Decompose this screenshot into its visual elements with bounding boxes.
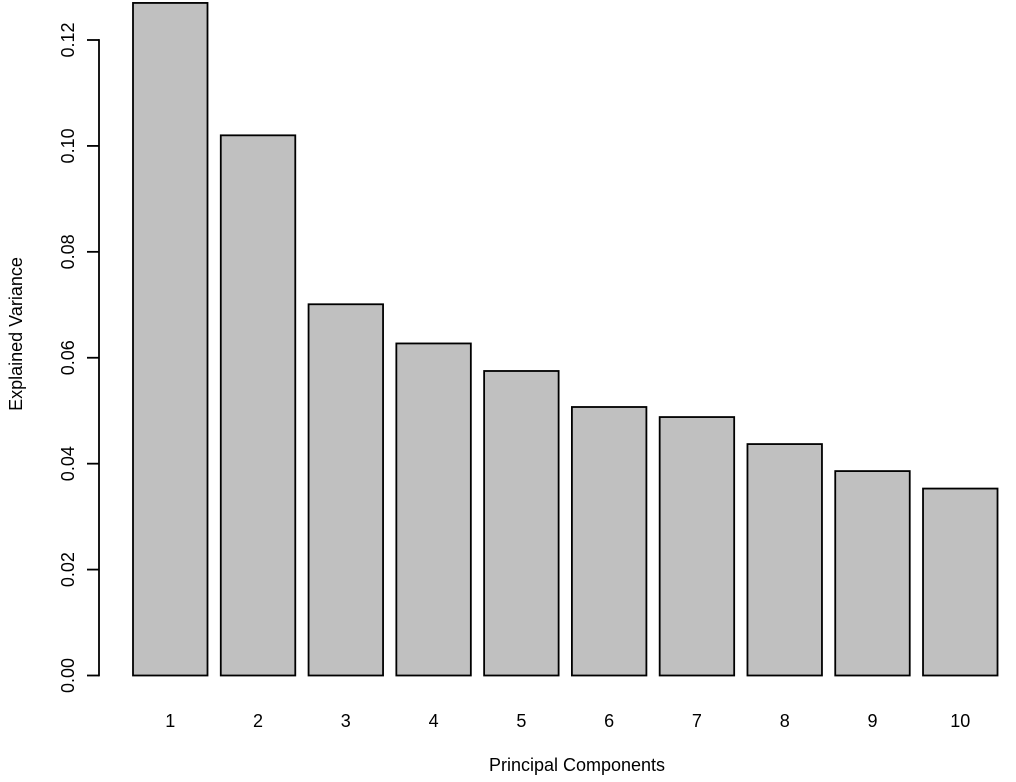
- y-tick-label: 0.04: [58, 446, 78, 481]
- x-category-label: 5: [516, 711, 526, 731]
- bar-pc-3: [307, 303, 384, 677]
- bar-pc-8: [746, 443, 823, 677]
- x-axis-title: Principal Components: [489, 755, 665, 775]
- bar-pc-1: [132, 2, 209, 677]
- y-axis-title: Explained Variance: [6, 257, 26, 411]
- bar-pc-2: [219, 134, 297, 677]
- x-category-label: 4: [429, 711, 439, 731]
- x-category-label: 1: [165, 711, 175, 731]
- x-category-label: 10: [950, 711, 970, 731]
- bar-pc-9: [834, 470, 911, 677]
- x-category-label: 2: [253, 711, 263, 731]
- bar-pc-6: [571, 406, 648, 677]
- y-tick-label: 0.06: [58, 340, 78, 375]
- y-tick-label: 0.02: [58, 552, 78, 587]
- chart-layer: 0.00 0.02 0.04 0.06 0.08 0.10 0.12 1 2 3 4 5 6 7 8 9 10: [58, 2, 999, 731]
- bar-pc-4: [395, 342, 472, 677]
- y-tick-label: 0.12: [58, 22, 78, 57]
- bar-pc-10: [922, 487, 999, 677]
- bar-pc-5: [483, 370, 560, 677]
- x-category-label: 8: [780, 711, 790, 731]
- x-category-label: 7: [692, 711, 702, 731]
- y-tick-label: 0.08: [58, 234, 78, 269]
- y-tick-label: 0.10: [58, 128, 78, 163]
- y-tick-label: 0.00: [58, 658, 78, 693]
- x-category-label: 9: [867, 711, 877, 731]
- x-category-label: 6: [604, 711, 614, 731]
- bar-pc-7: [658, 416, 736, 677]
- x-category-label: 3: [341, 711, 351, 731]
